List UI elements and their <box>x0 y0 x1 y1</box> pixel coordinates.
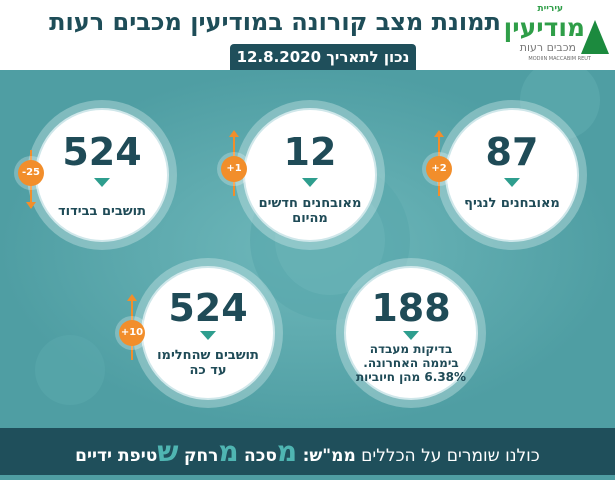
arrow-down-icon <box>94 178 110 187</box>
logo-emblem-icon <box>581 20 609 54</box>
recovered-label: תושבים שהחלימו עד כה <box>157 348 259 378</box>
new-today-label: מאובחנים חדשים מהיום <box>258 196 362 226</box>
new-today-card: 12 מאובחנים חדשים מהיום <box>243 108 377 242</box>
header: תמונת מצב קורונה במודיעין מכבים רעות עיר… <box>0 0 615 70</box>
isolation-label: תושבים בבידוד <box>58 204 146 219</box>
footer-letter-hygiene: ש <box>157 435 179 468</box>
footer-word-mask: סכה <box>244 446 277 466</box>
footer-prefix: כולנו שומרים על הכללים <box>361 446 540 466</box>
diagnosed-card: 87 מאובחנים לנגיף <box>445 108 579 242</box>
footer-word-hygiene: טיפת ידיים <box>75 446 158 466</box>
new-today-number: 12 <box>283 130 337 174</box>
new-today-change-badge: +1 <box>221 156 247 182</box>
isolation-card: 524 תושבים בבידוד <box>35 108 169 242</box>
arrow-up-icon <box>127 294 137 301</box>
footer-letter-distance: מ <box>218 435 239 468</box>
isolation-number: 524 <box>62 130 142 174</box>
diagnosed-change-badge: +2 <box>426 156 452 182</box>
page-title: תמונת מצב קורונה במודיעין מכבים רעות <box>49 8 501 36</box>
tests-number: 188 <box>371 286 451 330</box>
recovered-number: 524 <box>168 286 248 330</box>
arrow-down-icon <box>26 202 36 209</box>
arrow-up-icon <box>434 130 444 137</box>
diagnosed-label: מאובחנים לנגיף <box>464 196 560 211</box>
recovered-card: 524 תושבים שהחלימו עד כה <box>141 266 275 400</box>
footer-banner: כולנו שומרים על הכללים ממ"ש: מסכה מרחק ש… <box>0 428 615 475</box>
footer-word-distance: רחק <box>183 446 219 466</box>
date-label: נכון לתאריך 12.8.2020 <box>230 44 416 70</box>
arrow-down-icon <box>200 331 216 340</box>
arrow-down-icon <box>504 178 520 187</box>
recovered-change-badge: +10 <box>119 320 145 346</box>
footer-letter-mask: מ <box>276 435 298 468</box>
isolation-change-badge: -25 <box>18 160 44 186</box>
arrow-up-icon <box>229 130 239 137</box>
tests-card: 188 בדיקות מעבדה ביממה האחרונה. 6.38% מה… <box>344 266 478 400</box>
footer-acronym: ממ"ש: <box>302 446 356 466</box>
tests-label: בדיקות מעבדה ביממה האחרונה. 6.38% מהן חי… <box>355 342 467 384</box>
arrow-down-icon <box>403 331 419 340</box>
diagnosed-number: 87 <box>485 130 539 174</box>
city-logo: עיריית מודיעין מכבים רעות MODIIN MACCABI… <box>504 4 609 64</box>
arrow-down-icon <box>302 178 318 187</box>
